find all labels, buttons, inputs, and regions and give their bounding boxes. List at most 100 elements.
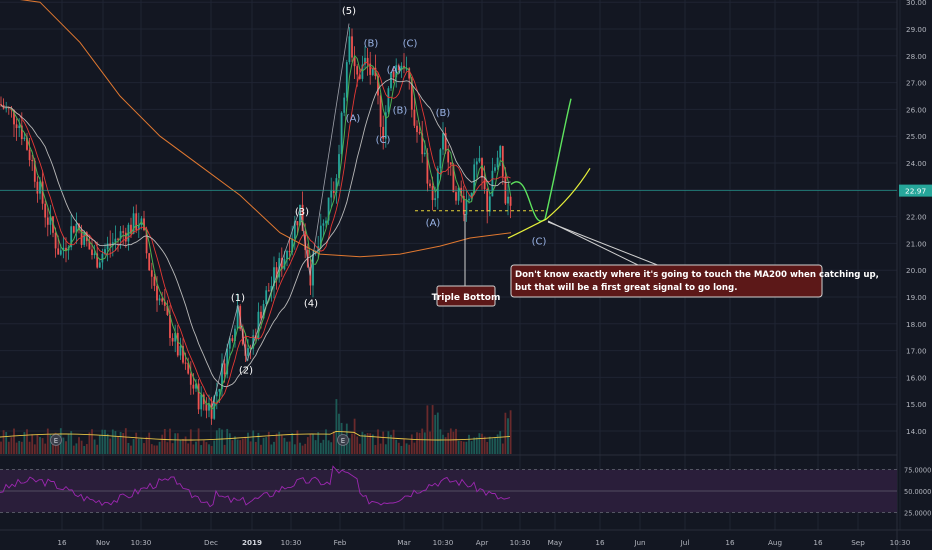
candle-body <box>104 249 106 254</box>
candle-body <box>280 258 283 270</box>
price-tick-label: 16.00 <box>906 373 927 382</box>
volume-bar <box>80 440 83 454</box>
time-tick-label: Nov <box>96 538 111 547</box>
candle-body <box>13 110 15 125</box>
candle-body <box>413 109 416 126</box>
candle-body <box>236 306 239 329</box>
candle-body <box>0 104 2 106</box>
volume-bar <box>122 433 125 454</box>
volume-bar <box>312 434 314 454</box>
volume-bar <box>301 445 304 454</box>
volume-bar <box>457 440 460 454</box>
volume-bar <box>117 436 119 454</box>
volume-bar <box>78 437 80 454</box>
volume-bar <box>62 437 65 454</box>
volume-bar <box>377 429 379 454</box>
volume-bar <box>408 444 411 454</box>
candle-body <box>117 238 119 240</box>
volume-bar <box>299 442 301 454</box>
candle-body <box>442 133 444 150</box>
candle-body <box>473 164 476 193</box>
wave-label: (A) <box>426 218 441 229</box>
candle-body <box>322 223 325 226</box>
candle-body <box>23 137 26 140</box>
volume-bar <box>20 441 23 454</box>
wave-label: (4) <box>304 298 318 309</box>
candle-body <box>444 133 447 152</box>
volume-bar <box>286 441 288 454</box>
candle-body <box>70 226 73 248</box>
volume-bar <box>462 441 465 454</box>
time-axis[interactable]: 16 Nov 10:30 Dec 2019 10:30 Feb Mar 10:30 Apr 10:3… <box>57 538 910 547</box>
candle-body <box>267 290 270 292</box>
note-callout[interactable]: Don't know exactly where it's going to t… <box>510 220 879 298</box>
volume-bar <box>317 432 320 454</box>
volume-bar <box>392 429 395 454</box>
candle-body <box>439 149 442 169</box>
price-axis[interactable]: 30.0029.0028.0027.0026.0025.0024.0023.00… <box>906 0 927 436</box>
volume-bar <box>241 438 244 454</box>
candle-body <box>205 404 208 411</box>
candle-body <box>491 170 494 197</box>
volume-bar <box>137 438 140 454</box>
candle-body <box>288 250 291 253</box>
candle-body <box>163 301 166 306</box>
candle-body <box>265 290 268 304</box>
candle-body <box>148 253 151 271</box>
candle-body <box>184 362 187 364</box>
volume-bar <box>273 441 275 454</box>
candle-body <box>124 232 127 242</box>
volume-bar <box>72 445 75 454</box>
volume-bar <box>13 428 15 454</box>
triple-bottom-callout[interactable]: Triple Bottom <box>432 214 501 307</box>
candle-body <box>7 107 10 109</box>
volume-bar <box>257 432 260 454</box>
volume-bar <box>473 437 476 454</box>
candle-body <box>312 254 314 286</box>
volume-bar <box>374 444 377 454</box>
volume-bar <box>442 434 444 454</box>
volume-bar <box>431 405 434 454</box>
candle-body <box>234 328 236 342</box>
candle-body <box>5 107 8 109</box>
volume-bar <box>236 439 239 454</box>
volume-bar <box>218 428 221 454</box>
price-tick-label: 14.00 <box>906 427 927 436</box>
rsi-panel <box>0 465 897 513</box>
volume-bar <box>223 444 226 454</box>
candle-body <box>171 337 174 342</box>
volume-bar <box>44 443 47 454</box>
candle-body <box>257 311 260 338</box>
volume-bar <box>379 443 382 454</box>
volume-bar <box>88 432 91 454</box>
volume-bar <box>176 433 179 454</box>
time-tick-label: 16 <box>595 538 605 547</box>
wave-label: (B) <box>364 38 379 49</box>
volume-bar <box>254 441 257 454</box>
impulse-wave-line <box>211 23 350 407</box>
candle-body <box>158 298 161 301</box>
rsi-axis: 75.0000 50.0000 25.0000 <box>904 467 931 518</box>
volume-bar <box>322 439 325 454</box>
volume-bar <box>145 436 148 454</box>
time-tick-label: 16 <box>57 538 67 547</box>
time-tick-label: 10:30 <box>433 538 454 547</box>
volume-bar <box>400 445 403 454</box>
wave-label: (A) <box>346 113 361 124</box>
candle-body <box>335 178 338 193</box>
candle-body <box>392 71 395 78</box>
candle-body <box>57 248 60 255</box>
volume-bar <box>239 440 242 454</box>
candle-body <box>299 204 301 226</box>
volume-bar <box>504 412 507 454</box>
candle-body <box>275 267 278 278</box>
time-tick-label: 16 <box>813 538 823 547</box>
volume-bar <box>384 444 387 454</box>
volume-bar <box>174 433 177 454</box>
price-tick-label: 29.00 <box>906 25 927 34</box>
candle-body <box>400 65 403 70</box>
candle-body <box>200 394 203 410</box>
candle-body <box>143 218 145 231</box>
note-line-1: Don't know exactly where it's going to t… <box>515 270 879 280</box>
